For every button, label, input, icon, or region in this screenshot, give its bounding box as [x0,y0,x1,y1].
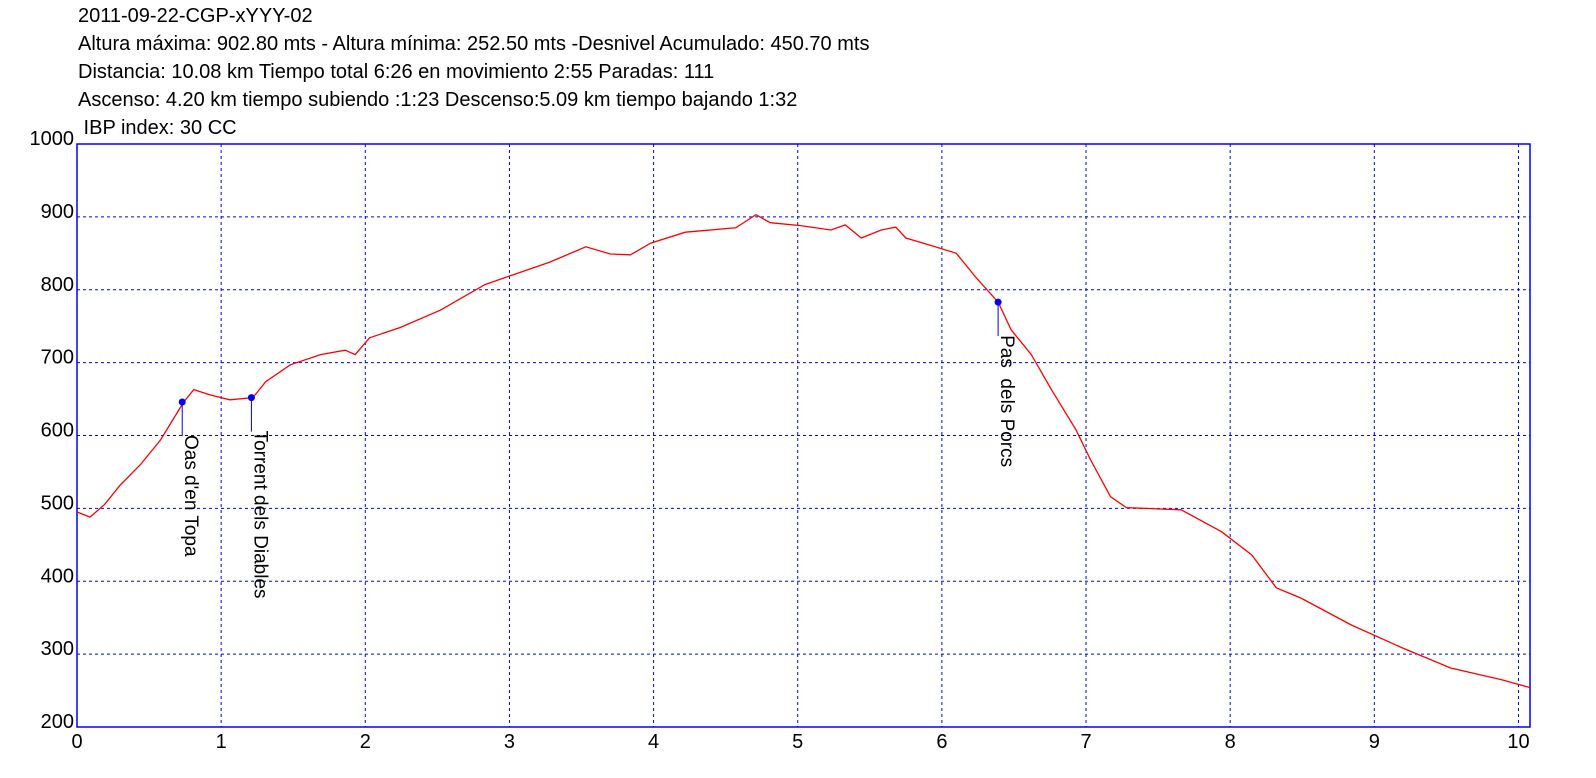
y-tick-label: 300 [41,638,74,660]
chart-title: 2011-09-22-CGP-xYYY-02 [78,5,313,27]
annotation-label: Pas dels Porcs [996,335,1017,467]
x-tick-label: 0 [71,731,82,753]
x-tick-label: 5 [792,731,803,753]
elevation-line [76,213,1531,689]
chart-subtitle: Altura máxima: 902.80 mts - Altura mínim… [78,33,869,55]
y-tick-label: 900 [41,201,74,223]
x-tick-label: 8 [1225,731,1236,753]
y-tick-label: 600 [41,420,74,442]
annotation-label: Oas d'en Topa [180,435,201,557]
x-tick-label: 9 [1369,731,1380,753]
x-tick-label: 4 [648,731,659,753]
x-tick-label: 1 [216,731,227,753]
y-tick-label: 400 [41,565,74,587]
x-tick-label: 3 [504,731,515,753]
plot-border [76,143,1531,728]
annotation-marker [994,298,1002,306]
y-tick-label: 1000 [30,128,75,150]
y-tick-label: 200 [41,711,74,733]
annotation-marker [247,394,255,402]
chart-subtitle: IBP index: 30 CC [78,117,237,139]
x-tick-label: 6 [936,731,947,753]
x-tick-label: 10 [1507,731,1529,753]
chart-subtitle: Ascenso: 4.20 km tiempo subiendo :1:23 D… [78,89,797,111]
chart-subtitle: Distancia: 10.08 km Tiempo total 6:26 en… [78,61,714,83]
annotation-label: Torrent dels Diables [249,431,270,599]
annotation-marker [178,398,186,406]
y-tick-label: 500 [41,492,74,514]
x-tick-label: 7 [1080,731,1091,753]
y-tick-label: 800 [41,274,74,296]
x-tick-label: 2 [360,731,371,753]
y-tick-label: 700 [41,347,74,369]
